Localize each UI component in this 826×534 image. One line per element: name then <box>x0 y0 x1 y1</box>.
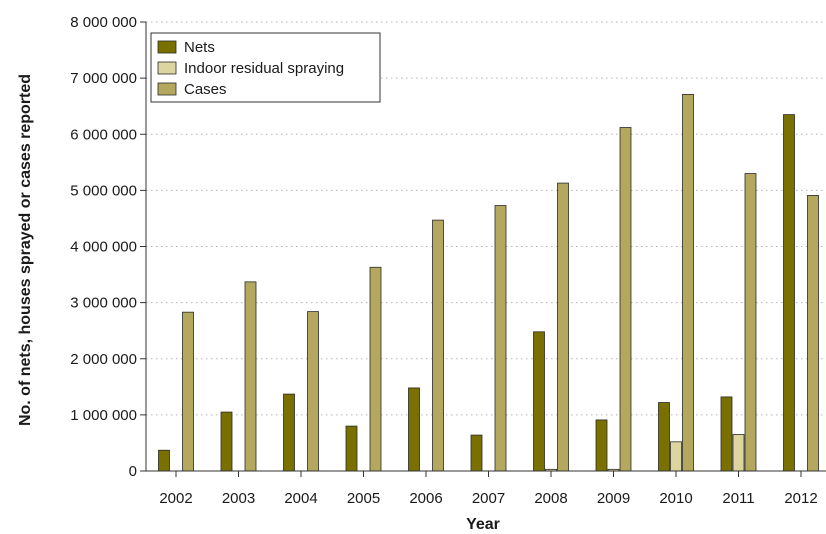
bar-nets-2004 <box>283 393 295 472</box>
x-tick-label: 2007 <box>472 490 505 507</box>
y-tick-label: 6 000 000 <box>70 126 137 143</box>
x-tick-label: 2006 <box>409 490 442 507</box>
bar-cases-2008 <box>557 182 569 472</box>
legend-box <box>150 32 381 103</box>
y-tick-label: 4 000 000 <box>70 239 137 256</box>
legend-label: Cases <box>184 81 227 98</box>
bar-nets-2002 <box>158 449 170 472</box>
x-tick-label: 2010 <box>659 490 692 507</box>
x-tick-label: 2012 <box>784 490 817 507</box>
y-tick-label: 2 000 000 <box>70 351 137 368</box>
bar-cases-2007 <box>494 205 507 472</box>
bar-nets-2006 <box>408 387 420 472</box>
legend-swatch <box>157 40 177 54</box>
x-tick-label: 2008 <box>534 490 567 507</box>
bar-cases-2003 <box>244 281 257 472</box>
y-tick-label: 1 000 000 <box>70 407 137 424</box>
bar-cases-2010 <box>682 94 694 472</box>
bar-cases-2011 <box>744 173 757 472</box>
bar-indoor-residual-spraying-2010 <box>670 441 682 472</box>
x-tick-label: 2003 <box>222 490 255 507</box>
bar-nets-2011 <box>720 396 733 472</box>
bar-nets-2003 <box>220 411 233 472</box>
bar-nets-2007 <box>470 434 483 472</box>
bar-nets-2008 <box>533 331 545 472</box>
y-tick-label: 0 <box>129 463 137 480</box>
legend-label: Indoor residual spraying <box>184 60 344 77</box>
bar-nets-2009 <box>595 419 608 472</box>
legend: Nets Indoor residual spraying Cases <box>150 32 381 103</box>
x-axis-title: Year <box>466 516 500 533</box>
bar-indoor-residual-spraying-2011 <box>732 434 745 472</box>
x-tick-label: 2005 <box>347 490 380 507</box>
bar-cases-2004 <box>307 311 319 472</box>
x-tick-label: 2011 <box>722 490 754 507</box>
bar-cases-2012 <box>807 195 819 472</box>
bar-nets-2010 <box>658 402 670 472</box>
y-axis-title: No. of nets, houses sprayed or cases rep… <box>17 74 34 426</box>
bar-nets-2012 <box>783 114 795 472</box>
bar-cases-2006 <box>432 219 444 472</box>
x-tick-label: 2009 <box>597 490 630 507</box>
y-tick-label: 3 000 000 <box>70 295 137 312</box>
y-tick-label: 8 000 000 <box>70 14 137 31</box>
bar-cases-2005 <box>369 266 382 472</box>
bar-nets-2005 <box>345 425 358 472</box>
x-tick-label: 2002 <box>159 490 192 507</box>
legend-label: Nets <box>184 39 215 56</box>
legend-swatch <box>157 82 177 96</box>
bars <box>158 94 819 472</box>
x-axis-ticks: 2002 2003 2004 2005 2006 2007 2008 2009 2010 2011… <box>159 471 818 507</box>
grid-lines <box>146 21 826 416</box>
legend-swatch <box>157 61 177 75</box>
y-tick-label: 7 000 000 <box>70 70 137 87</box>
bar-cases-2002 <box>182 311 194 472</box>
y-axis-ticks: 0 1 000 000 2 000 000 3 000 000 4 000 000 5 0… <box>70 14 146 480</box>
y-tick-label: 5 000 000 <box>70 182 137 199</box>
bar-cases-2009 <box>619 127 632 472</box>
x-tick-label: 2004 <box>284 490 317 507</box>
